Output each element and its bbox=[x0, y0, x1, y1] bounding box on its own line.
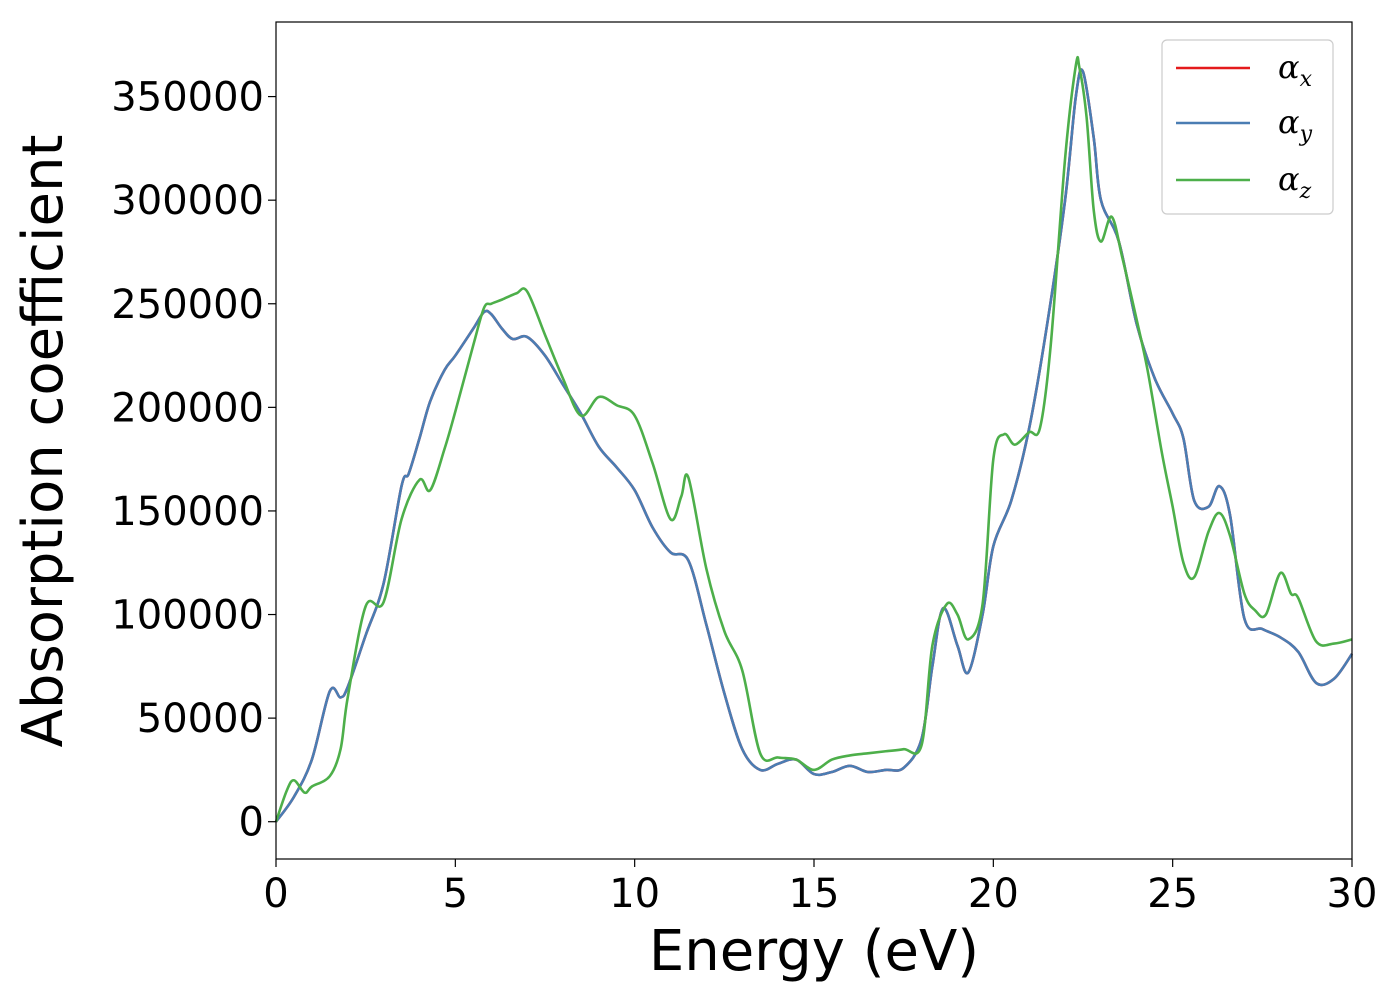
x-tick-label: 25 bbox=[1147, 871, 1198, 917]
legend-subscript: x bbox=[1300, 67, 1313, 92]
y-tick-label: 350000 bbox=[111, 75, 264, 121]
legend-label: αx bbox=[1278, 48, 1313, 92]
x-tick-label: 10 bbox=[609, 871, 660, 917]
x-tick-label: 30 bbox=[1327, 871, 1378, 917]
legend-subscript: y bbox=[1299, 122, 1313, 147]
legend-label: αy bbox=[1278, 103, 1313, 147]
x-tick-label: 20 bbox=[968, 871, 1019, 917]
series-layer bbox=[274, 55, 1354, 823]
series-line-alpha-z bbox=[274, 55, 1353, 823]
legend-box bbox=[1161, 39, 1334, 215]
x-tick-label: 0 bbox=[263, 871, 288, 917]
legend-subscript: z bbox=[1299, 179, 1312, 204]
x-tick-label: 15 bbox=[789, 871, 840, 917]
y-tick-label: 50000 bbox=[137, 696, 264, 742]
x-tick-label: 5 bbox=[443, 871, 468, 917]
legend-label: αz bbox=[1278, 160, 1312, 204]
x-axis: 0 5 10 15 20 25 30 bbox=[263, 859, 1377, 917]
series-line-alpha-y bbox=[274, 68, 1354, 823]
y-axis-label: Absorption coefficient bbox=[11, 135, 76, 748]
y-tick-label: 100000 bbox=[111, 593, 264, 639]
y-tick-label: 250000 bbox=[111, 282, 264, 328]
legend-symbol: α bbox=[1278, 160, 1300, 198]
y-tick-label: 200000 bbox=[111, 385, 264, 431]
y-tick-label: 0 bbox=[239, 800, 264, 846]
x-axis-label: Energy (eV) bbox=[649, 919, 979, 984]
y-tick-label: 150000 bbox=[111, 489, 264, 535]
legend-symbol: α bbox=[1278, 48, 1300, 86]
legend-symbol: α bbox=[1278, 103, 1300, 141]
y-axis: 0 50000 100000 150000 200000 250000 300000 3500… bbox=[111, 75, 276, 846]
y-tick-label: 300000 bbox=[111, 178, 264, 224]
